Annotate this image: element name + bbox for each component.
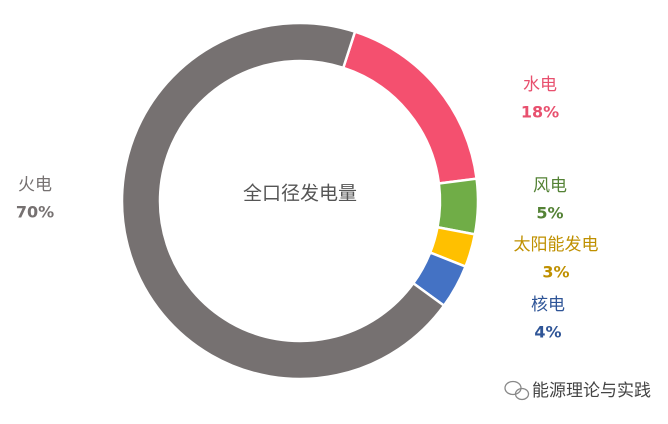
value-label: 4% xyxy=(534,323,561,342)
value-label: 3% xyxy=(542,263,569,282)
donut-segment xyxy=(341,30,478,185)
watermark: 能源理论与实践 xyxy=(532,381,651,401)
category-label: 火电 xyxy=(18,175,52,195)
category-label: 太阳能发电 xyxy=(514,235,599,255)
category-label: 风电 xyxy=(533,176,567,196)
category-label: 水电 xyxy=(523,75,557,95)
center-label: 全口径发电量 xyxy=(243,183,357,205)
donut-segment xyxy=(436,177,480,236)
value-label: 18% xyxy=(521,103,559,122)
watermark-icon xyxy=(504,380,530,401)
donut-segment xyxy=(120,21,446,381)
category-label: 核电 xyxy=(531,295,565,315)
value-label: 70% xyxy=(16,203,54,222)
value-label: 5% xyxy=(536,204,563,223)
